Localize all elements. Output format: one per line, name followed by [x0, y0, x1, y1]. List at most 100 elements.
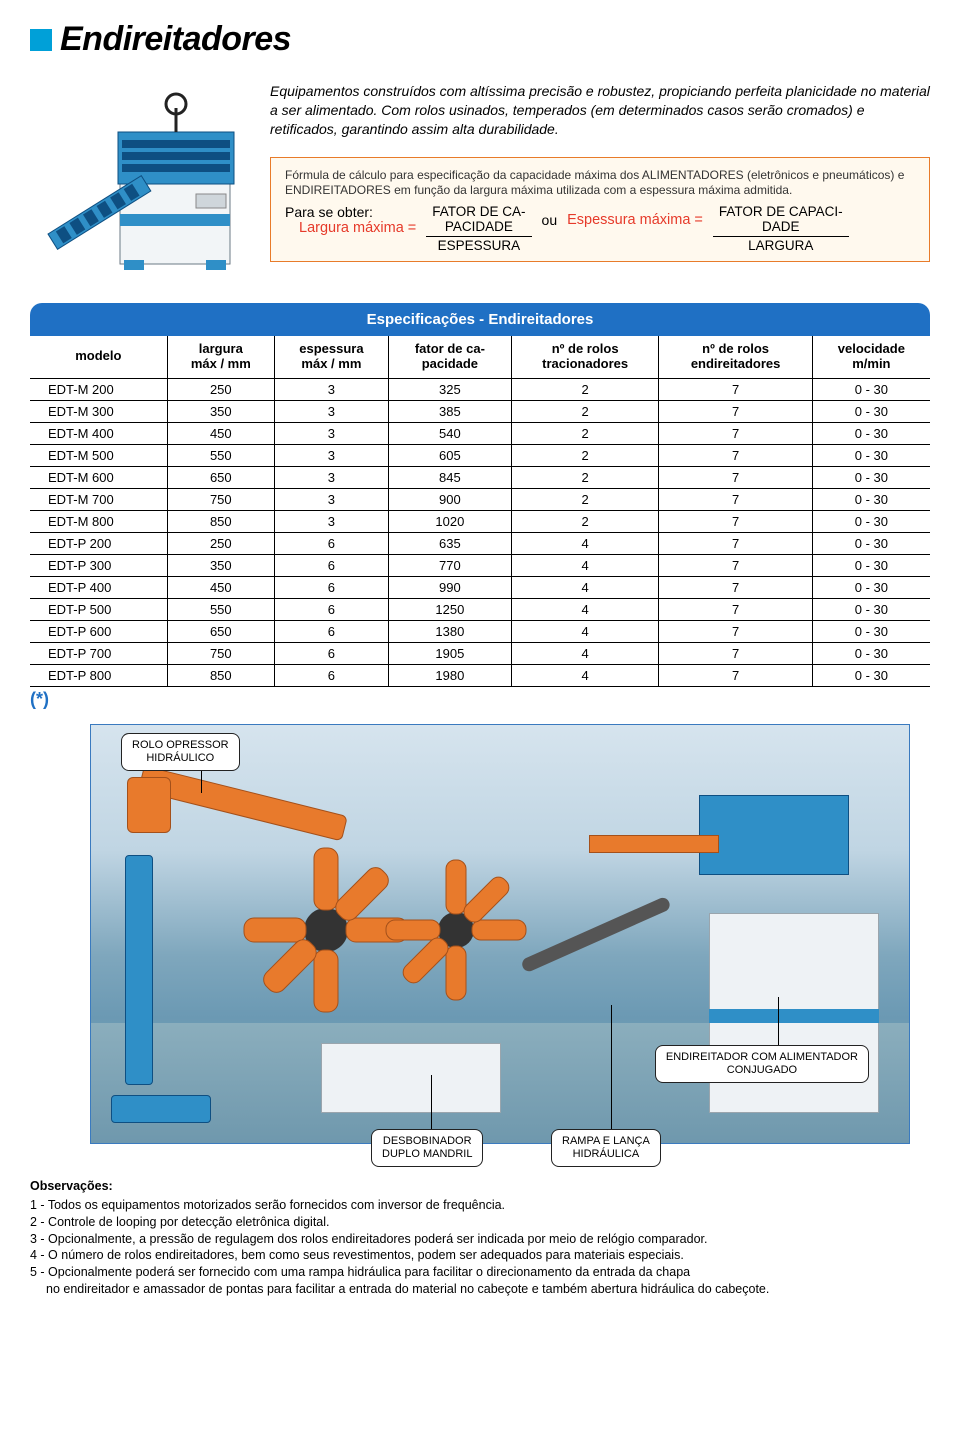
table-cell: 0 - 30 — [812, 378, 930, 400]
lead-line — [778, 997, 779, 1047]
table-cell: 250 — [167, 378, 274, 400]
table-cell: 605 — [388, 444, 511, 466]
table-cell: 6 — [274, 620, 388, 642]
table-cell: 4 — [511, 532, 659, 554]
table-cell: 1380 — [388, 620, 511, 642]
table-cell: 7 — [659, 642, 812, 664]
table-cell: 7 — [659, 488, 812, 510]
machine-illustration — [30, 74, 250, 287]
table-cell: EDT-P 200 — [30, 532, 167, 554]
intro-section: Equipamentos construídos com altíssima p… — [30, 74, 930, 287]
table-cell: 6 — [274, 532, 388, 554]
table-cell: 650 — [167, 466, 274, 488]
formula-left-label: Largura máxima = — [285, 220, 416, 236]
fraction-top: FATOR DE CA- PACIDADE — [426, 204, 531, 236]
table-cell: 750 — [167, 642, 274, 664]
table-row: EDT-M 80085031020270 - 30 — [30, 510, 930, 532]
table-cell: 0 - 30 — [812, 598, 930, 620]
lead-line — [431, 1075, 432, 1135]
table-cell: 325 — [388, 378, 511, 400]
table-cell: EDT-M 700 — [30, 488, 167, 510]
table-cell: 6 — [274, 576, 388, 598]
table-cell: 2 — [511, 422, 659, 444]
table-cell: 3 — [274, 444, 388, 466]
table-cell: 2 — [511, 488, 659, 510]
table-cell: 7 — [659, 576, 812, 598]
table-cell: 350 — [167, 554, 274, 576]
table-cell: 7 — [659, 598, 812, 620]
formula-right-label: Espessura máxima = — [567, 204, 703, 228]
table-cell: EDT-M 200 — [30, 378, 167, 400]
table-cell: EDT-M 400 — [30, 422, 167, 444]
table-cell: 0 - 30 — [812, 422, 930, 444]
spec-table-head: modelolargura máx / mmespessura máx / mm… — [30, 336, 930, 378]
table-cell: 7 — [659, 378, 812, 400]
table-cell: 2 — [511, 378, 659, 400]
table-cell: 3 — [274, 378, 388, 400]
table-row: EDT-M 6006503845270 - 30 — [30, 466, 930, 488]
uncoiler-base — [111, 1095, 211, 1123]
table-row: EDT-M 4004503540270 - 30 — [30, 422, 930, 444]
formula-right-fraction: FATOR DE CAPACI- DADE LARGURA — [713, 204, 849, 254]
table-row: EDT-M 2002503325270 - 30 — [30, 378, 930, 400]
formula-description: Fórmula de cálculo para especificação da… — [285, 168, 915, 198]
feeder-head — [699, 795, 849, 875]
fraction-top: FATOR DE CAPACI- DADE — [713, 204, 849, 236]
spec-col-header: fator de ca- pacidade — [388, 336, 511, 378]
table-cell: 2 — [511, 400, 659, 422]
table-cell: 7 — [659, 466, 812, 488]
callout-endireitador: ENDIREITADOR COM ALIMENTADOR CONJUGADO — [655, 1045, 869, 1083]
table-cell: 4 — [511, 598, 659, 620]
table-cell: 2 — [511, 466, 659, 488]
table-cell: 1250 — [388, 598, 511, 620]
observation-line-indent: no endireitador e amassador de pontas pa… — [30, 1281, 930, 1298]
table-row: EDT-P 2002506635470 - 30 — [30, 532, 930, 554]
feeder-stripe — [709, 1009, 879, 1023]
straightener-icon — [30, 74, 250, 284]
table-cell: 900 — [388, 488, 511, 510]
table-cell: 540 — [388, 422, 511, 444]
fraction-bottom: ESPESSURA — [438, 237, 521, 254]
table-cell: 7 — [659, 510, 812, 532]
table-row: EDT-P 70075061905470 - 30 — [30, 642, 930, 664]
table-cell: 6 — [274, 598, 388, 620]
table-cell: 385 — [388, 400, 511, 422]
table-cell: 850 — [167, 510, 274, 532]
page-title: Endireitadores — [60, 20, 291, 59]
spec-table-body: EDT-M 2002503325270 - 30EDT-M 3003503385… — [30, 378, 930, 686]
table-cell: 990 — [388, 576, 511, 598]
table-cell: 3 — [274, 422, 388, 444]
callout-rampa: RAMPA E LANÇA HIDRÁULICA — [551, 1129, 661, 1167]
table-cell: 1980 — [388, 664, 511, 686]
spec-col-header: modelo — [30, 336, 167, 378]
mandrel-right-icon — [381, 855, 531, 1005]
table-cell: 845 — [388, 466, 511, 488]
table-cell: 0 - 30 — [812, 488, 930, 510]
spec-col-header: nº de rolos endireitadores — [659, 336, 812, 378]
table-cell: 0 - 30 — [812, 444, 930, 466]
callout-rolo-opressor: ROLO OPRESSOR HIDRÁULICO — [121, 733, 240, 771]
asterisk-note: (*) — [30, 689, 930, 710]
table-cell: EDT-P 300 — [30, 554, 167, 576]
spec-col-header: largura máx / mm — [167, 336, 274, 378]
table-cell: 4 — [511, 642, 659, 664]
table-cell: 0 - 30 — [812, 642, 930, 664]
fraction-bottom: LARGURA — [748, 237, 813, 254]
table-row: EDT-P 60065061380470 - 30 — [30, 620, 930, 642]
table-cell: 2 — [511, 444, 659, 466]
table-cell: 2 — [511, 510, 659, 532]
table-cell: EDT-M 800 — [30, 510, 167, 532]
table-cell: 450 — [167, 422, 274, 444]
spec-col-header: nº de rolos tracionadores — [511, 336, 659, 378]
table-cell: 250 — [167, 532, 274, 554]
table-cell: EDT-P 400 — [30, 576, 167, 598]
table-cell: EDT-P 700 — [30, 642, 167, 664]
table-cell: 550 — [167, 598, 274, 620]
table-row: EDT-P 80085061980470 - 30 — [30, 664, 930, 686]
spec-header: Especificações - Endireitadores — [30, 303, 930, 336]
spec-col-header: velocidade m/min — [812, 336, 930, 378]
table-cell: 0 - 30 — [812, 466, 930, 488]
title-bullet-icon — [30, 29, 52, 51]
formula-row: Para se obter: Largura máxima = FATOR DE… — [285, 204, 915, 254]
table-row: EDT-P 3003506770470 - 30 — [30, 554, 930, 576]
